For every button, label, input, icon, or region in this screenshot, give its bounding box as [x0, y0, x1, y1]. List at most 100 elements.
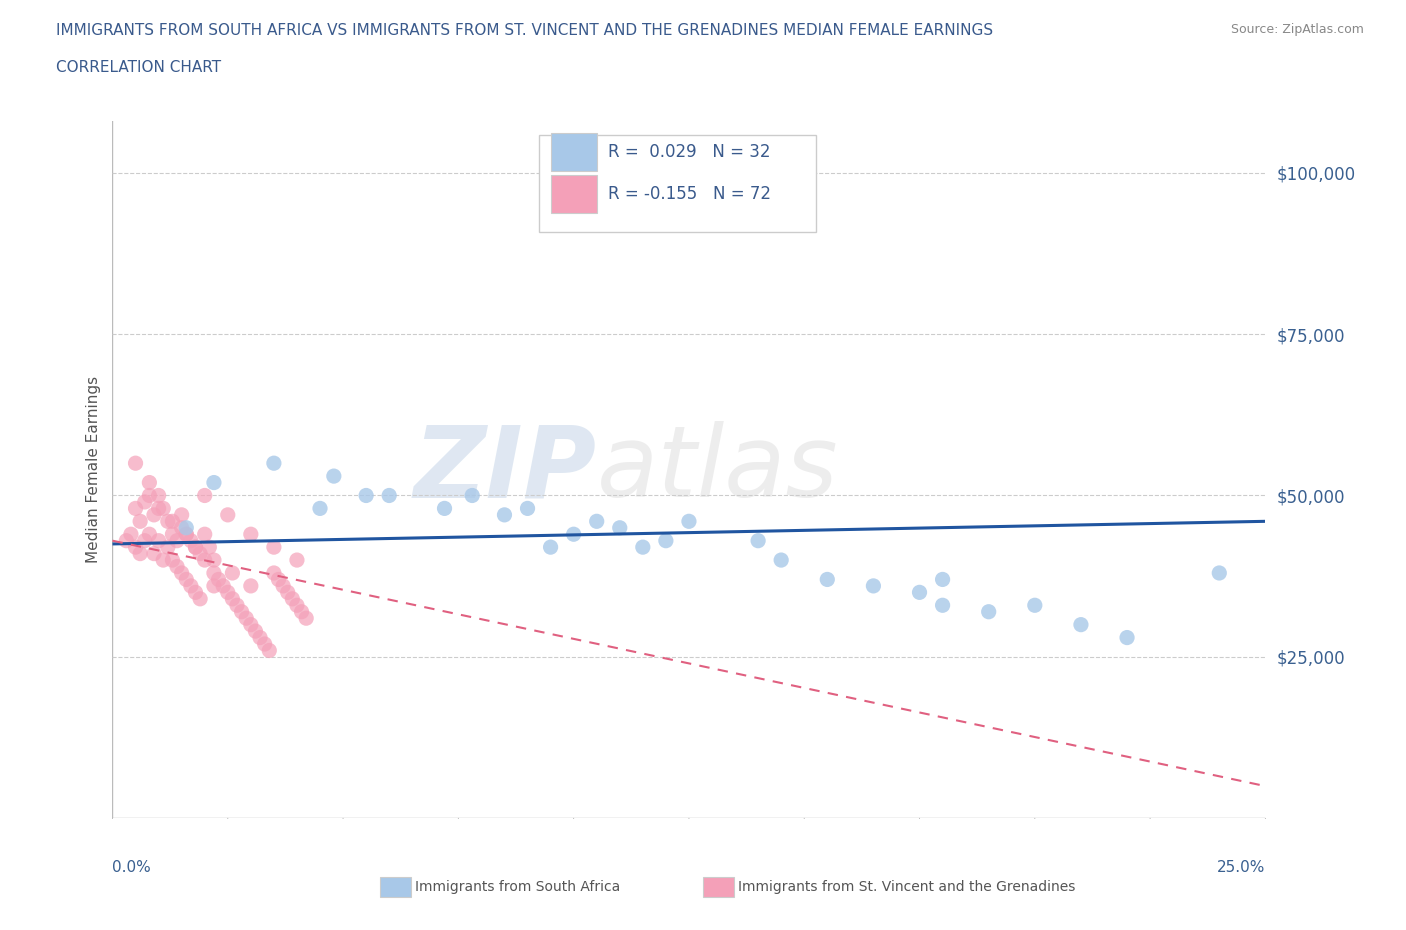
Point — [631, 539, 654, 554]
Text: 0.0%: 0.0% — [112, 860, 152, 875]
Point — [585, 514, 607, 529]
Point — [152, 501, 174, 516]
Point — [285, 552, 308, 567]
Point — [129, 514, 152, 529]
Point — [202, 565, 225, 580]
Point — [188, 546, 211, 561]
Point — [263, 565, 285, 580]
Point — [148, 488, 170, 503]
Point — [115, 533, 138, 548]
Point — [162, 552, 184, 567]
Point — [148, 533, 170, 548]
Point — [285, 598, 308, 613]
Point — [170, 508, 193, 523]
Text: 25.0%: 25.0% — [1218, 860, 1265, 875]
Point — [174, 526, 197, 541]
Point — [120, 526, 142, 541]
Point — [221, 591, 243, 606]
Point — [194, 488, 217, 503]
Text: CORRELATION CHART: CORRELATION CHART — [56, 60, 221, 75]
Point — [202, 475, 225, 490]
Point — [124, 539, 146, 554]
Point — [609, 521, 631, 536]
Point — [433, 501, 456, 516]
Point — [263, 456, 285, 471]
Point — [221, 565, 243, 580]
Point — [494, 508, 516, 523]
Point — [322, 469, 344, 484]
Point — [207, 572, 229, 587]
Y-axis label: Median Female Earnings: Median Female Earnings — [86, 376, 101, 564]
Point — [124, 501, 146, 516]
Point — [263, 539, 285, 554]
Point — [217, 508, 239, 523]
Point — [290, 604, 312, 619]
Point — [1070, 618, 1092, 632]
Point — [166, 533, 188, 548]
FancyBboxPatch shape — [551, 133, 596, 171]
Point — [931, 598, 953, 613]
Point — [198, 539, 221, 554]
Point — [138, 526, 160, 541]
FancyBboxPatch shape — [551, 175, 596, 213]
Point — [156, 514, 179, 529]
Point — [378, 488, 401, 503]
Point — [152, 552, 174, 567]
Point — [184, 539, 207, 554]
Point — [162, 514, 184, 529]
Text: Immigrants from South Africa: Immigrants from South Africa — [415, 880, 620, 895]
Point — [226, 598, 249, 613]
Point — [770, 552, 793, 567]
Point — [134, 495, 156, 510]
Text: R =  0.029   N = 32: R = 0.029 N = 32 — [609, 143, 770, 161]
Point — [194, 526, 217, 541]
Point — [931, 572, 953, 587]
Point — [212, 578, 235, 593]
Point — [540, 539, 562, 554]
Point — [194, 552, 217, 567]
Point — [309, 501, 332, 516]
Point — [516, 501, 538, 516]
Point — [977, 604, 1000, 619]
Point — [259, 643, 281, 658]
Point — [862, 578, 884, 593]
Point — [1116, 631, 1139, 645]
Point — [231, 604, 253, 619]
Point — [184, 539, 207, 554]
Point — [461, 488, 484, 503]
Point — [170, 521, 193, 536]
Point — [162, 526, 184, 541]
Point — [253, 637, 276, 652]
Point — [239, 526, 262, 541]
Point — [129, 546, 152, 561]
Point — [188, 591, 211, 606]
Text: R = -0.155   N = 72: R = -0.155 N = 72 — [609, 185, 772, 203]
Point — [124, 456, 146, 471]
Point — [271, 578, 294, 593]
Point — [202, 552, 225, 567]
Point — [170, 565, 193, 580]
Point — [562, 526, 585, 541]
Point — [156, 539, 179, 554]
Point — [166, 559, 188, 574]
Point — [148, 501, 170, 516]
Point — [180, 533, 202, 548]
Point — [1208, 565, 1230, 580]
Point — [245, 624, 267, 639]
Point — [908, 585, 931, 600]
Point — [277, 585, 299, 600]
Point — [281, 591, 304, 606]
Point — [134, 533, 156, 548]
Point — [138, 488, 160, 503]
Point — [815, 572, 838, 587]
Point — [354, 488, 377, 503]
Point — [217, 585, 239, 600]
Point — [184, 585, 207, 600]
Point — [180, 578, 202, 593]
Point — [295, 611, 318, 626]
Point — [747, 533, 769, 548]
Point — [239, 578, 262, 593]
Point — [202, 578, 225, 593]
Text: Immigrants from St. Vincent and the Grenadines: Immigrants from St. Vincent and the Gren… — [738, 880, 1076, 895]
Point — [143, 508, 166, 523]
